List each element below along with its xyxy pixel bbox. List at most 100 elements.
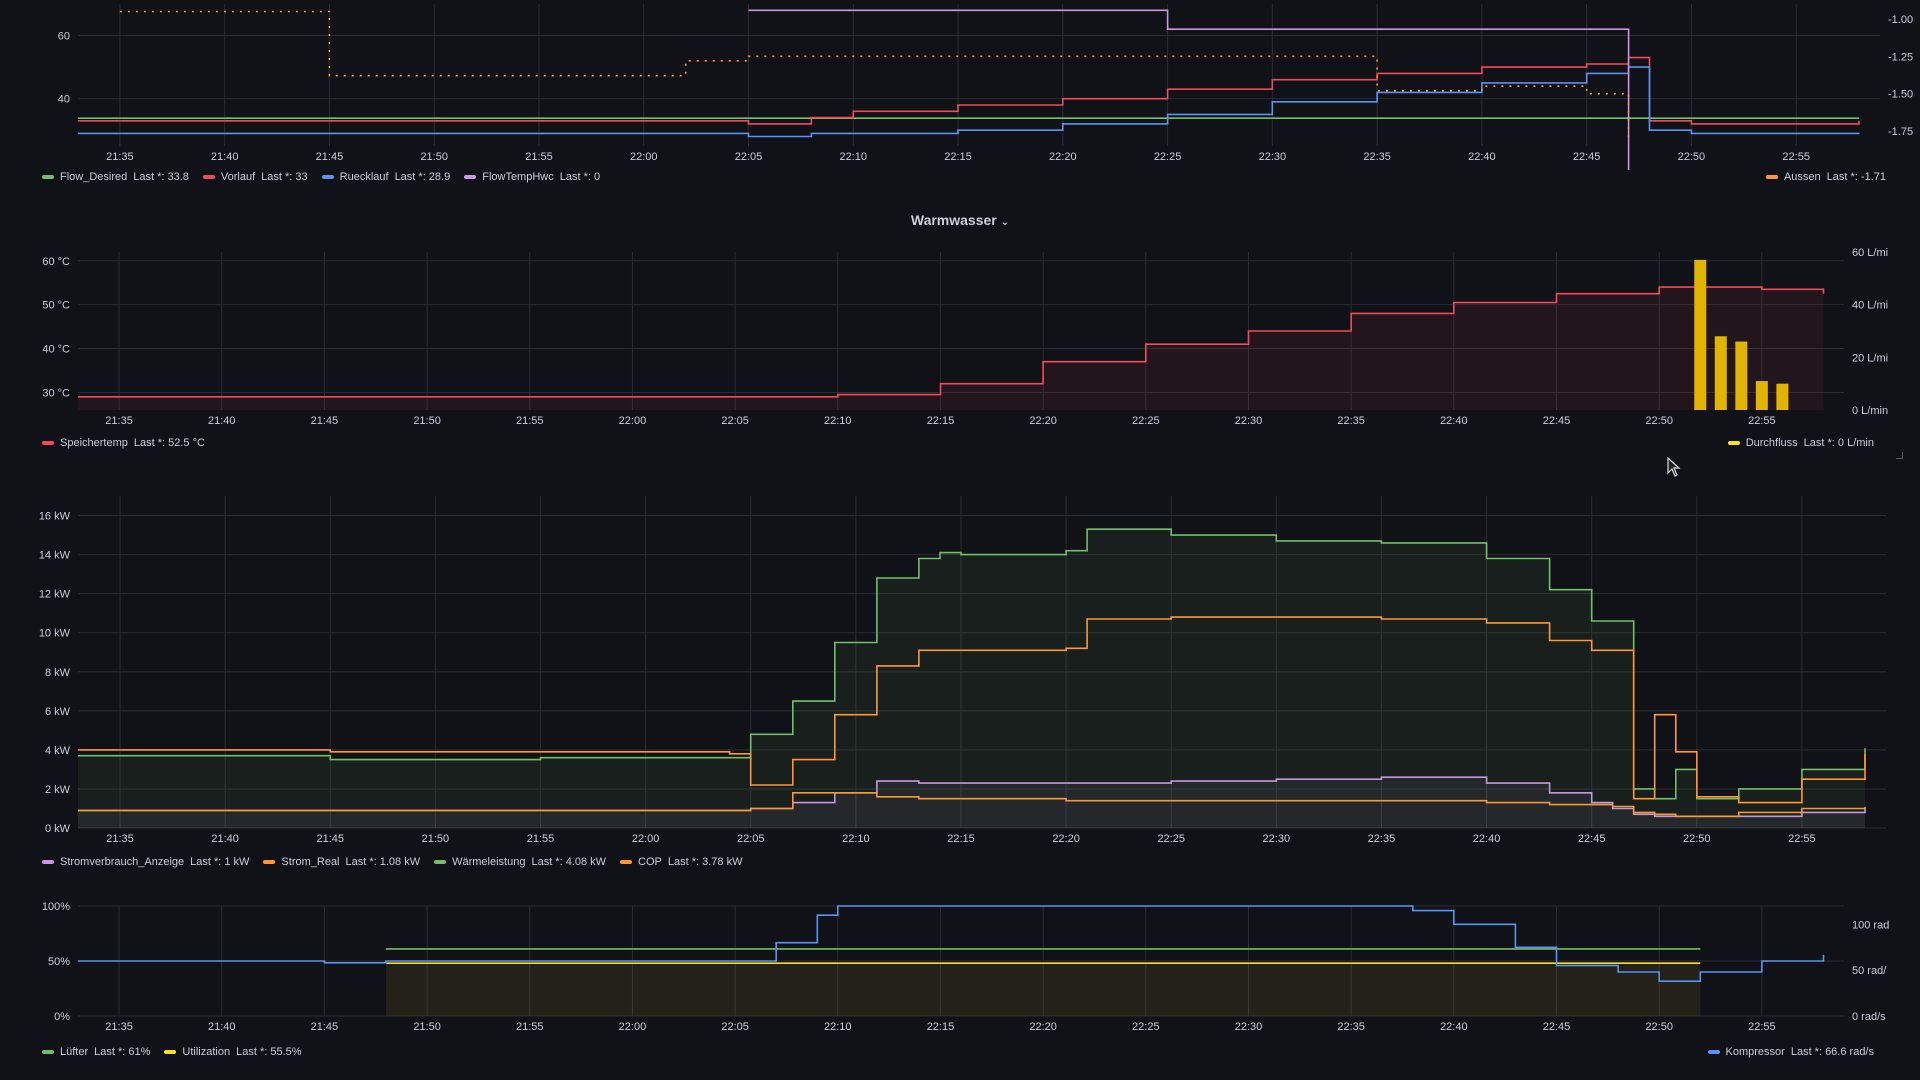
x-tick-label: 22:10 [842, 833, 870, 845]
x-tick-label: 22:00 [630, 151, 658, 163]
legend-swatch [42, 441, 54, 445]
mouse-pointer-icon [1667, 457, 1681, 477]
x-tick-label: 22:05 [737, 833, 765, 845]
y-tick-label: 40 [58, 94, 70, 106]
chevron-down-icon: ⌄ [1000, 217, 1010, 228]
legend-last-value: Last *: 61% [94, 1046, 151, 1058]
legend-item-utilization[interactable]: Utilization Last *: 55.5% [164, 1046, 302, 1058]
x-tick-label: 21:45 [316, 151, 344, 163]
x-tick-label: 22:50 [1678, 151, 1706, 163]
y-tick-label: 16 kW [39, 511, 71, 523]
legend-swatch [263, 860, 276, 864]
series-fill-w-rmeleistung [78, 529, 1865, 828]
legend-item-kompressor[interactable]: Kompressor Last *: 66.6 rad/s [1707, 1046, 1874, 1058]
warmwasser-chart[interactable]: 21:35 21:40 21:45 21:50 21:55 22:00 22:05 22:10… [0, 238, 1920, 430]
x-tick-label: 22:35 [1337, 415, 1365, 427]
y-tick-label-right: 100 rad [1852, 919, 1889, 931]
x-tick-label: 22:45 [1543, 415, 1571, 427]
y-tick-label-right: 40 L/mi [1852, 300, 1888, 312]
legend-series-name: Utilization [182, 1046, 231, 1058]
power-chart[interactable]: 21:35 21:40 21:45 21:50 21:55 22:00 22:05 22:10… [0, 490, 1920, 850]
x-tick-label: 22:40 [1473, 833, 1501, 845]
x-tick-label: 21:35 [105, 415, 133, 427]
legend-item-flow-desired[interactable]: Flow_Desired Last *: 33.8 [42, 171, 189, 183]
legend-last-value: Last *: 55.5% [236, 1046, 302, 1058]
x-tick-label: 22:25 [1132, 415, 1160, 427]
legend-last-value: Last *: 0 [559, 171, 601, 183]
legend-item-flowtemphwc[interactable]: FlowTempHwc Last *: 0 [464, 171, 600, 183]
y-tick-label: 60 [58, 31, 70, 43]
legend-last-value: Last *: 1 kW [190, 856, 250, 868]
x-tick-label: 22:50 [1645, 1021, 1673, 1033]
legend-item-speichertemp[interactable]: Speichertemp Last *: 52.5 °C [42, 437, 205, 449]
legend-series-name: Strom_Real [281, 856, 340, 868]
series-line-speichertemp [78, 286, 1825, 398]
series-line-ruecklauf [78, 66, 1860, 138]
x-tick-label: 22:20 [1049, 151, 1077, 163]
legend-last-value: Last *: 66.6 rad/s [1790, 1046, 1874, 1058]
legend-item-l-fter[interactable]: Lüfter Last *: 61% [42, 1046, 150, 1058]
bar-durchfluss [1735, 341, 1748, 410]
x-tick-label: 22:05 [721, 415, 749, 427]
legend-series-name: Flow_Desired [60, 171, 128, 183]
warmwasser-legend-right: Durchfluss Last *: 0 L/min [1727, 437, 1888, 449]
x-tick-label: 21:35 [106, 151, 134, 163]
x-tick-label: 22:50 [1645, 415, 1673, 427]
legend-last-value: Last *: -1.71 [1826, 171, 1886, 183]
legend-series-name: Stromverbrauch_Anzeige [60, 856, 185, 868]
y-tick-label: 0 kW [45, 823, 71, 835]
series-fill-speichertemp [78, 287, 1824, 410]
series-line-strom-real [78, 792, 1866, 818]
power-legend-left: Stromverbrauch_Anzeige Last *: 1 kW Strom_… [42, 856, 756, 868]
y-tick-label: 4 kW [45, 745, 71, 757]
x-tick-label: 22:20 [1052, 833, 1080, 845]
legend-item-strom-real[interactable]: Strom_Real Last *: 1.08 kW [263, 856, 420, 868]
legend-swatch [620, 860, 633, 864]
legend-item-aussen[interactable]: Aussen Last *: -1.71 [1765, 171, 1886, 183]
series-line-aussen [119, 10, 1630, 139]
x-tick-label: 22:10 [824, 415, 852, 427]
legend-swatch [42, 1050, 54, 1054]
legend-item-stromverbrauch-anzeige[interactable]: Stromverbrauch_Anzeige Last *: 1 kW [42, 856, 249, 868]
y-tick-label: 0% [54, 1011, 70, 1023]
x-tick-label: 22:35 [1368, 833, 1396, 845]
legend-item-vorlauf[interactable]: Vorlauf Last *: 33 [202, 171, 308, 183]
y-tick-label-right: 0 L/min [1852, 405, 1888, 417]
x-tick-label: 21:50 [420, 151, 448, 163]
x-tick-label: 21:55 [527, 833, 555, 845]
bar-durchfluss [1776, 383, 1789, 410]
y-tick-label: 12 kW [39, 589, 71, 601]
y-tick-label: 30 °C [42, 387, 70, 399]
x-tick-label: 22:15 [927, 1021, 955, 1033]
y-tick-label: 2 kW [45, 784, 71, 796]
legend-item-durchfluss[interactable]: Durchfluss Last *: 0 L/min [1727, 437, 1874, 449]
panel-resize-handle[interactable] [1896, 452, 1903, 459]
legend-series-name: COP [638, 856, 662, 868]
legend-swatch [164, 1050, 177, 1054]
legend-last-value: Last *: 1.08 kW [345, 856, 421, 868]
y-tick-label: 14 kW [39, 550, 71, 562]
x-tick-label: 21:45 [311, 415, 339, 427]
heating-temperature-chart[interactable]: 21:35 21:40 21:45 21:50 21:55 22:00 22:05 22:10… [0, 0, 1920, 170]
compressor-chart[interactable]: 21:35 21:40 21:45 21:50 21:55 22:00 22:05 22:10… [0, 892, 1920, 1044]
x-tick-label: 22:45 [1543, 1021, 1571, 1033]
x-tick-label: 22:25 [1132, 1021, 1160, 1033]
legend-series-name: Durchfluss [1745, 437, 1798, 449]
x-tick-label: 22:45 [1573, 151, 1601, 163]
legend-item-ruecklauf[interactable]: Ruecklauf Last *: 28.9 [321, 171, 450, 183]
legend-item-cop[interactable]: COP Last *: 3.78 kW [620, 856, 742, 868]
legend-series-name: Kompressor [1725, 1046, 1785, 1058]
bar-durchfluss [1694, 259, 1707, 410]
x-tick-label: 22:10 [824, 1021, 852, 1033]
x-tick-label: 22:00 [619, 1021, 647, 1033]
y-tick-label: 10 kW [39, 628, 71, 640]
x-tick-label: 22:20 [1029, 1021, 1057, 1033]
legend-swatch [1707, 1050, 1720, 1054]
x-tick-label: 22:55 [1782, 151, 1810, 163]
x-tick-label: 22:55 [1788, 833, 1816, 845]
legend-last-value: Last *: 3.78 kW [667, 856, 743, 868]
legend-last-value: Last *: 4.08 kW [531, 856, 607, 868]
row-title-warmwasser[interactable]: Warmwasser ⌄ [0, 212, 1920, 228]
legend-item-w-rmeleistung[interactable]: Wärmeleistung Last *: 4.08 kW [434, 856, 606, 868]
bar-durchfluss [1755, 381, 1768, 410]
